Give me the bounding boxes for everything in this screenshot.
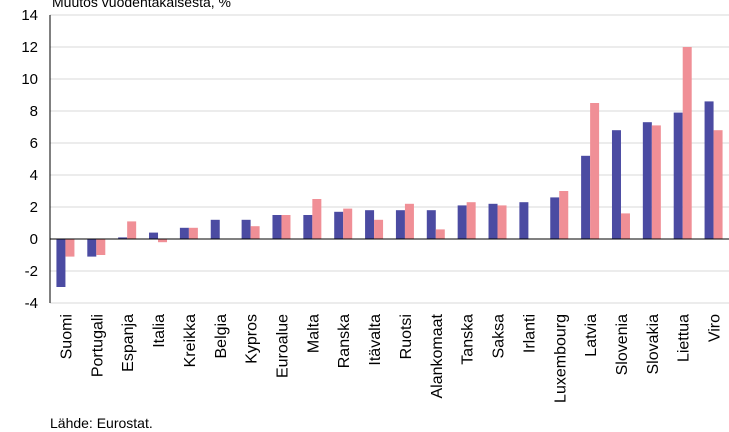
bars <box>56 47 723 287</box>
bar <box>250 226 260 239</box>
y-tick-label: 6 <box>30 135 38 152</box>
bar <box>312 199 322 239</box>
bar <box>704 101 714 240</box>
bar <box>488 203 498 239</box>
bar <box>127 221 137 239</box>
x-category-label: Viro <box>707 314 724 342</box>
bar <box>590 103 600 239</box>
x-category-label: Slovakia <box>645 314 662 375</box>
bar <box>673 112 683 239</box>
x-category-label: Kreikka <box>182 314 199 367</box>
x-category-labels: Suomi Portugali Espanja Italia Kreikka Belgia… <box>58 313 723 403</box>
bar <box>365 210 375 239</box>
bar <box>651 125 661 239</box>
y-tick-label: 2 <box>30 199 38 216</box>
bar <box>404 203 414 239</box>
y-tick-label: 10 <box>21 71 38 88</box>
y-tick-label: -2 <box>25 263 38 280</box>
bar <box>149 232 159 239</box>
bar <box>642 122 652 239</box>
x-category-label: Italia <box>151 314 168 348</box>
source-note: Lähde: Eurostat. <box>50 415 153 431</box>
bar <box>620 213 630 239</box>
bar <box>303 215 313 239</box>
bar <box>581 155 591 239</box>
bar <box>179 227 189 239</box>
x-category-label: Slovenia <box>614 314 631 375</box>
bar <box>241 219 251 239</box>
bar <box>713 130 723 239</box>
bar <box>65 239 75 257</box>
bar <box>466 202 476 239</box>
gridlines <box>50 14 729 304</box>
x-category-label: Luxembourg <box>552 314 569 403</box>
x-category-label: Kypros <box>244 314 261 364</box>
bar <box>281 215 291 239</box>
bar <box>87 239 97 257</box>
bar <box>457 205 467 239</box>
x-category-label: Tanska <box>460 314 477 365</box>
x-category-label: Espanja <box>120 314 137 372</box>
y-tick-label: 4 <box>30 167 38 184</box>
x-category-label: Euroalue <box>274 314 291 378</box>
bar <box>96 239 106 255</box>
bar <box>188 227 198 239</box>
bar <box>395 210 405 239</box>
y-tick-label: 12 <box>21 39 38 56</box>
x-category-label: Irlanti <box>521 314 538 353</box>
bar <box>426 210 436 239</box>
x-category-label: Belgia <box>213 314 230 359</box>
chart-subtitle: Muutos vuodentakaisesta, % <box>52 0 231 10</box>
x-category-label: Latvia <box>583 314 600 357</box>
y-tick-label: 14 <box>21 7 38 24</box>
y-tick-label: -4 <box>25 295 38 312</box>
bar <box>334 211 344 239</box>
y-tick-label: 0 <box>30 231 38 248</box>
bar <box>682 47 692 239</box>
bar <box>158 239 168 243</box>
bar <box>343 208 353 239</box>
bar <box>611 130 621 239</box>
x-category-label: Suomi <box>58 314 75 359</box>
x-category-label: Itävalta <box>367 314 384 366</box>
y-tick-labels: -4 -2 0 2 4 6 8 10 12 14 <box>21 7 38 312</box>
bar <box>550 197 560 239</box>
axes <box>49 15 729 303</box>
bar <box>435 229 445 239</box>
x-category-label: Portugali <box>89 314 106 377</box>
x-category-label: Liettua <box>676 314 693 362</box>
y-tick-label: 8 <box>30 103 38 120</box>
bar <box>272 215 282 239</box>
bar <box>519 202 529 239</box>
bar <box>118 237 128 239</box>
bar <box>210 219 220 239</box>
x-category-label: Ranska <box>336 314 353 368</box>
x-category-label: Saksa <box>491 314 508 359</box>
x-category-label: Alankomaat <box>429 313 446 398</box>
bar <box>56 239 66 287</box>
bar <box>374 219 384 239</box>
x-category-label: Malta <box>305 314 322 353</box>
x-category-label: Ruotsi <box>398 314 415 359</box>
bar <box>559 191 569 239</box>
bar <box>497 205 507 239</box>
